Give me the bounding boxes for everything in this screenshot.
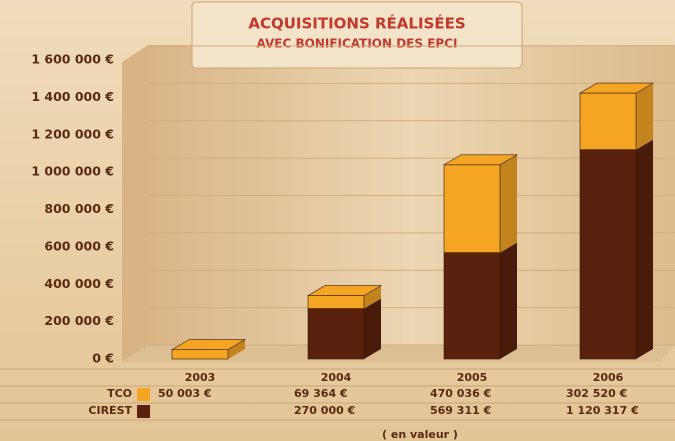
value-label: 569 311 €	[430, 404, 491, 417]
y-tick-label: 1 600 000 €	[31, 52, 114, 67]
y-tick-label: 1 400 000 €	[31, 89, 114, 104]
legend-label: CIREST	[88, 404, 132, 417]
bar	[307, 308, 365, 360]
bar	[579, 92, 637, 150]
legend-label: TCO	[107, 387, 132, 400]
bar	[579, 149, 637, 360]
value-label: 69 364 €	[294, 387, 348, 400]
x-tick-label: 2004	[321, 371, 352, 384]
bar-side	[500, 242, 517, 359]
y-tick-label: 400 000 €	[44, 276, 114, 291]
title-box	[191, 1, 523, 69]
bar-side	[228, 339, 245, 359]
value-label: 270 000 €	[294, 404, 355, 417]
x-tick-label: 2003	[185, 371, 216, 384]
bar	[443, 252, 501, 360]
legend-swatch	[137, 388, 150, 401]
x-tick-label: 2006	[593, 371, 624, 384]
chart-title: ACQUISITIONS RÉALISÉES	[248, 14, 465, 33]
bar-side	[500, 154, 517, 253]
legend-swatch	[137, 405, 150, 418]
y-tick-label: 800 000 €	[44, 201, 114, 216]
x-axis-label: ( en valeur )	[382, 428, 458, 441]
bar-top	[170, 339, 247, 350]
bar-top	[442, 154, 519, 166]
bar	[171, 349, 229, 360]
x-tick-label: 2005	[457, 371, 488, 384]
floor	[122, 345, 675, 362]
bar-side	[636, 139, 653, 359]
y-tick-label: 0 €	[92, 351, 114, 366]
y-tick-label: 1 000 000 €	[31, 164, 114, 179]
chart-subtitle: AVEC BONIFICATION DES EPCI	[257, 37, 458, 51]
bar-side	[636, 83, 653, 150]
y-tick-label: 200 000 €	[44, 313, 114, 328]
bar-top	[306, 285, 383, 296]
bar-side	[364, 285, 381, 309]
bar	[307, 295, 365, 309]
y-tick-label: 600 000 €	[44, 238, 114, 253]
value-label: 302 520 €	[566, 387, 627, 400]
value-label: 470 036 €	[430, 387, 491, 400]
bar	[443, 164, 501, 253]
y-tick-label: 1 200 000 €	[31, 126, 114, 141]
value-label: 1 120 317 €	[566, 404, 639, 417]
bar-top	[578, 82, 655, 94]
bar-side	[364, 298, 381, 359]
value-label: 50 003 €	[158, 387, 212, 400]
